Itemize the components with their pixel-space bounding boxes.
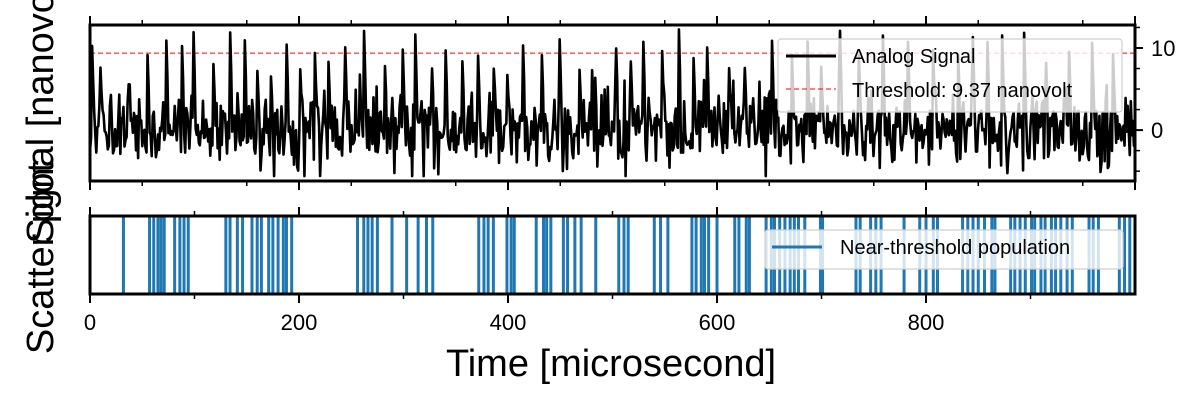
signal-axes-frame xyxy=(88,23,1137,183)
legend-threshold-label: Threshold: 9.37 nanovolt xyxy=(852,80,1073,102)
legend-population-label: Near-threshold population xyxy=(840,237,1070,259)
event-legend: Near-threshold population xyxy=(764,229,1124,270)
event-plot-area xyxy=(121,216,1132,294)
x-tick-label: 0 xyxy=(84,310,96,335)
y-tick-label: 10 xyxy=(1151,36,1175,61)
signal-axis-ticks: 0 10 xyxy=(89,16,1175,190)
time-axis-ticks: 0 200 400 600 800 xyxy=(84,207,1032,335)
signal-panel: 0 10 Analog Signal Threshold: 9.37 nanovo… xyxy=(88,16,1175,190)
signal-y-axis-label: Signal [nanovolt] xyxy=(20,0,62,243)
event-panel: 0 200 400 600 800 Near-threshold population xyxy=(84,207,1137,335)
legend-signal-label: Analog Signal xyxy=(852,46,975,68)
x-tick-label: 400 xyxy=(490,310,527,335)
x-axis-label: Time [microsecond] xyxy=(446,343,776,385)
event-y-axis-label: Scatter plot xyxy=(20,161,62,354)
analog-signal-line xyxy=(90,28,1135,178)
signal-plot-area xyxy=(90,28,1135,178)
x-tick-label: 600 xyxy=(699,310,736,335)
y-tick-label: 0 xyxy=(1151,118,1163,143)
x-tick-label: 800 xyxy=(908,310,945,335)
signal-legend: Analog Signal Threshold: 9.37 nanovolt xyxy=(777,38,1123,113)
x-tick-label: 200 xyxy=(281,310,318,335)
